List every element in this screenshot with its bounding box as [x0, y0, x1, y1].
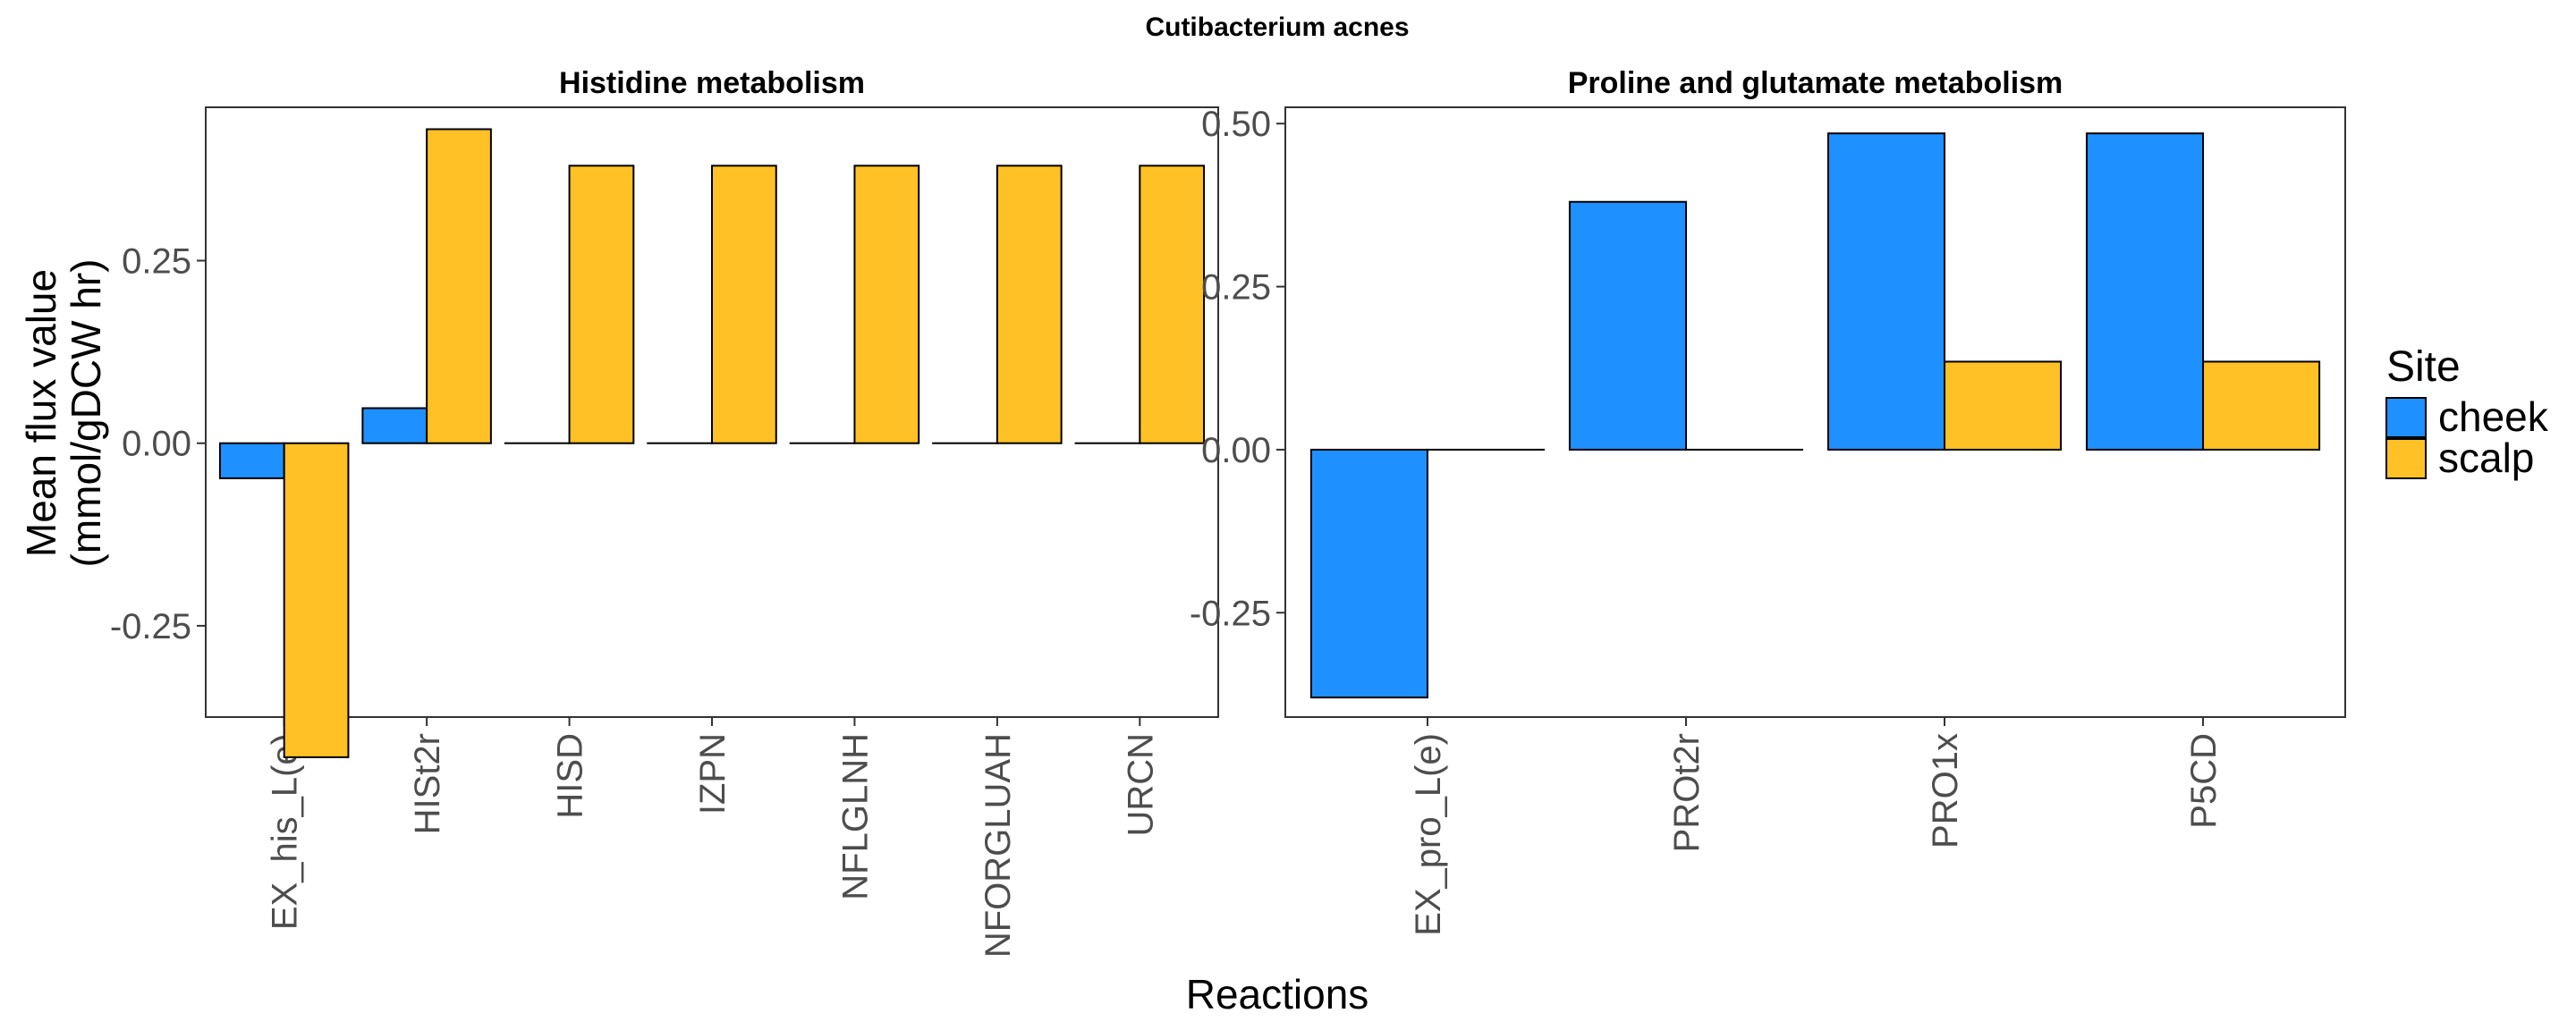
legend-key-cheek [2385, 397, 2427, 438]
bar-cheek [1568, 200, 1687, 451]
bar-scalp [283, 442, 350, 758]
y-axis-label: Mean flux value(mmol/gDCW hr) [18, 259, 109, 568]
y-tick-label: -0.25 [1190, 594, 1271, 633]
x-tick-label: PROt2r [1667, 733, 1707, 852]
bar-scalp [711, 165, 777, 444]
bar-scalp [996, 165, 1063, 444]
x-tick-label: HISD [551, 733, 590, 819]
x-tick-label: IZPN [693, 733, 733, 815]
legend-label-scalp: scalp [2438, 435, 2534, 481]
legend-label-cheek: cheek [2438, 393, 2549, 440]
bar-scalp [853, 165, 920, 444]
legend-title: Site [2386, 343, 2461, 391]
y-tick-label: 0.25 [1201, 268, 1271, 308]
x-tick-label: NFORGLUAH [979, 733, 1018, 958]
x-tick-label: URCN [1121, 733, 1160, 837]
panel-title: Histidine metabolism [559, 66, 865, 100]
x-tick-label: HISt2r [408, 733, 447, 834]
bar-cheek [2085, 132, 2205, 451]
panel-1: Histidine metabolism -0.25 0.00 0.25 EX_his_… [110, 66, 1219, 958]
y-axis-label-line: Mean flux value [18, 269, 64, 557]
panel-title: Proline and glutamate metabolism [1568, 66, 2063, 100]
bar-scalp [2202, 360, 2321, 451]
bar-scalp [1944, 360, 2063, 451]
bar-scalp [426, 128, 492, 444]
bar-cheek [1309, 448, 1428, 699]
bar-cheek [361, 407, 428, 444]
y-tick-label: 0.00 [122, 425, 191, 464]
bar-scalp [568, 165, 635, 444]
y-tick-label: 0.25 [122, 242, 191, 282]
x-tick-label: EX_pro_L(e) [1409, 733, 1448, 936]
bar-cheek [1826, 132, 1946, 451]
x-tick-label: PRO1x [1926, 733, 1965, 848]
panel-frame [1284, 106, 2346, 718]
y-tick-label: -0.25 [110, 607, 191, 646]
y-tick-label: 0.50 [1201, 105, 1271, 144]
x-axis-label: Reactions [1186, 971, 1369, 1017]
legend-key-scalp [2385, 438, 2427, 479]
y-tick-label: 0.00 [1201, 431, 1271, 470]
bar-scalp [1139, 165, 1206, 444]
chart-title: Cutibacterium acnes [1145, 13, 1409, 42]
x-tick-label: P5CD [2184, 733, 2224, 829]
panel-2: Proline and glutamate metabolism -0.25 0.0… [1190, 66, 2346, 936]
x-tick-label: NFLGLNH [835, 733, 875, 900]
bar-cheek [218, 442, 285, 479]
y-axis-label-line: (mmol/gDCW hr) [63, 259, 109, 568]
x-tick-label: EX_his_L(e) [266, 733, 305, 930]
